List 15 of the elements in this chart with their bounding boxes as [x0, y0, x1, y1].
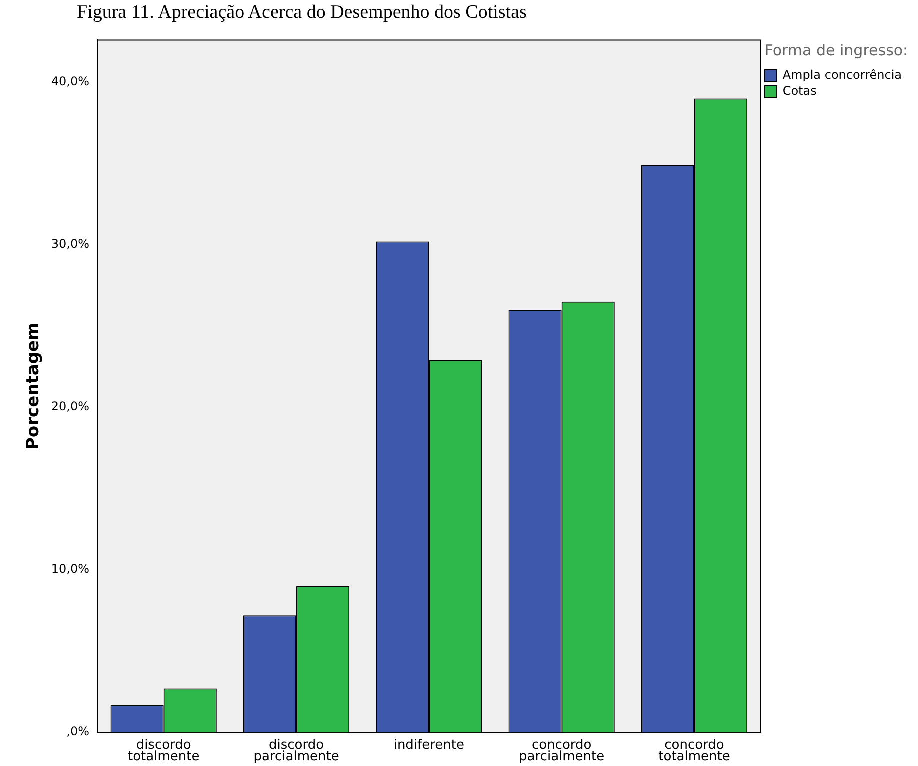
x-tick-label: indiferente — [394, 738, 465, 753]
x-tick-label: concordo parcialmente — [519, 738, 605, 765]
x-tick-label: discordo totalmente — [128, 738, 200, 765]
y-tick-label: ,0% — [66, 724, 90, 739]
y-tick-label: 10,0% — [51, 562, 90, 576]
legend-label: Cotas — [782, 84, 817, 98]
y-tick-label: 30,0% — [51, 237, 90, 252]
y-tick-label: 40,0% — [51, 74, 90, 89]
y-tick-label: 20,0% — [51, 400, 90, 414]
chart-title: Figura 11. Apreciação Acerca do Desempenho dos Cotistas — [77, 2, 527, 24]
legend-title: Forma de ingresso: — [764, 41, 908, 60]
x-tick-label: discordo parcialmente — [254, 738, 340, 765]
x-tick-label: concordo totalmente — [658, 738, 730, 765]
y-axis-title: Porcentagem — [24, 322, 44, 450]
legend-label: Ampla concorrência — [782, 68, 902, 82]
